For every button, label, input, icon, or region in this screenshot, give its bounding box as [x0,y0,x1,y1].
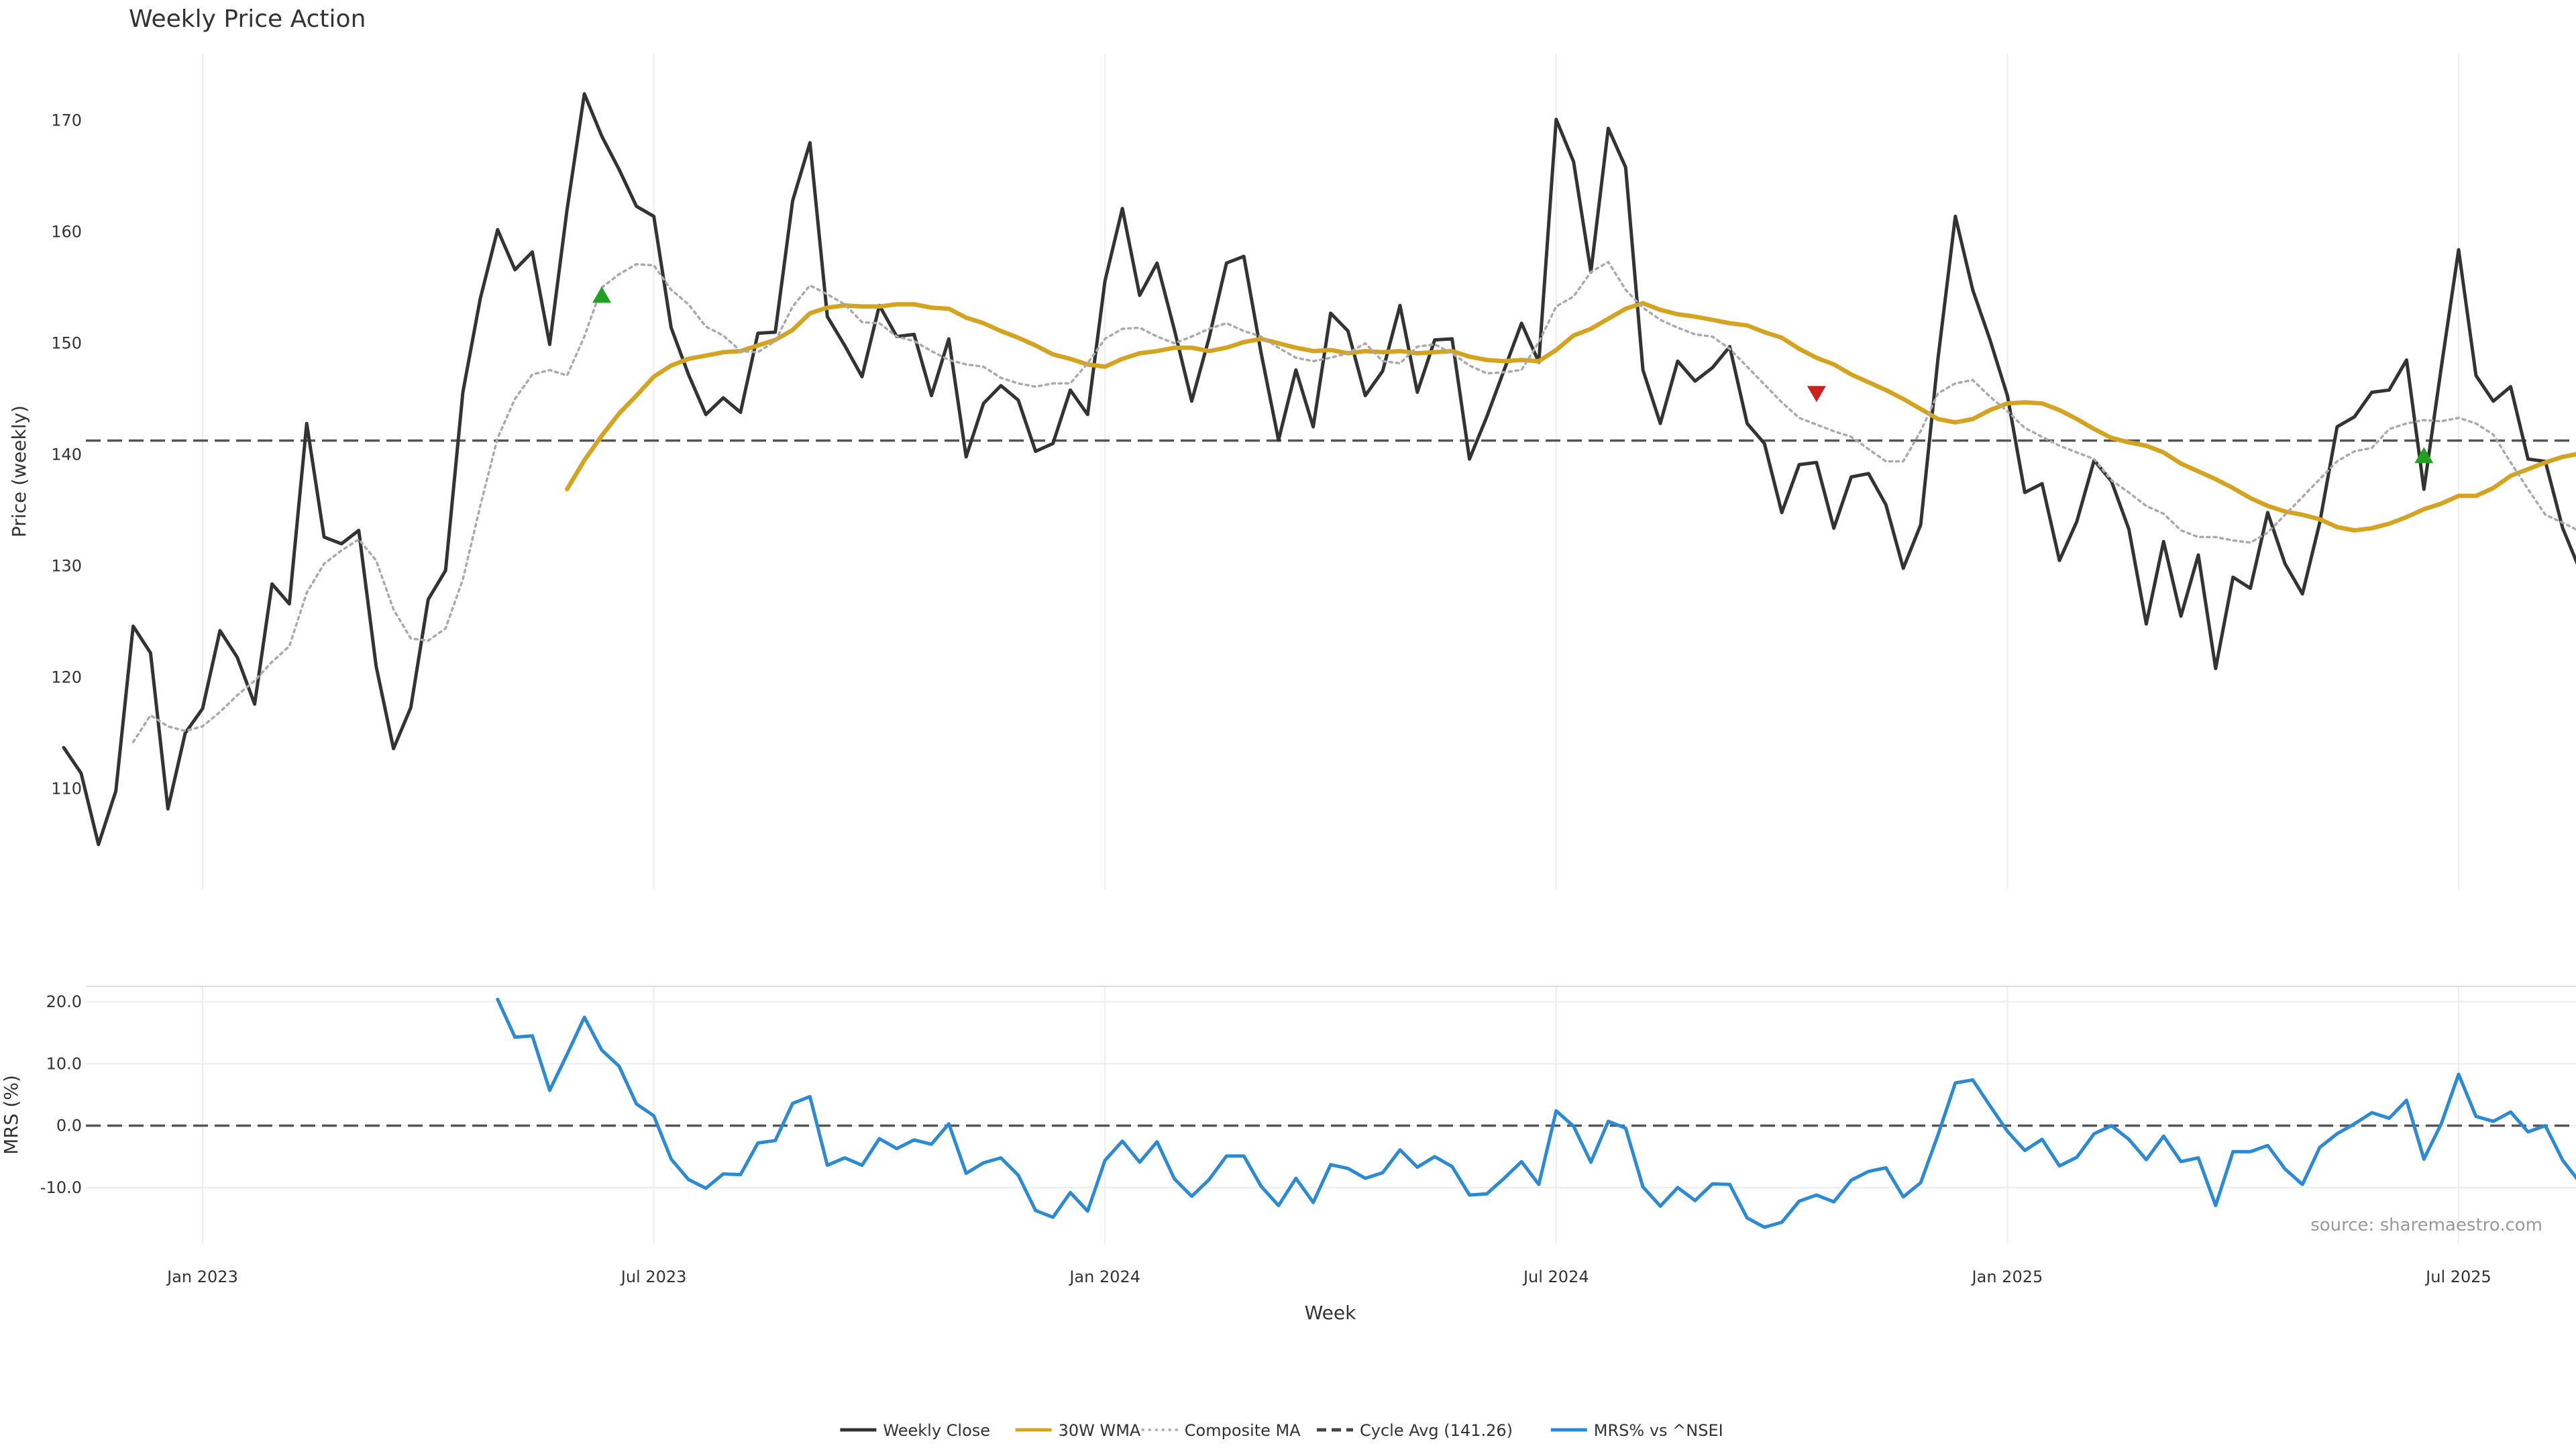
price-series-weekly-close [64,94,2576,845]
price-ytick-label: 120 [51,668,82,687]
x-tick-label: Jul 2024 [1522,1267,1589,1286]
legend: Weekly Close 30W WMA Composite MA Cycle Avg… [840,1421,1723,1440]
price-y-axis-title: Price (weekly) [8,405,30,537]
price-ytick-label: 110 [51,780,82,798]
x-tick-label: Jan 2023 [166,1267,238,1286]
mrs-panel: -10.0 0.0 10.0 20.0 MRS (%) Jan 2023 Jul 2023 J… [0,986,2576,1286]
x-tick-label: Jul 2025 [2424,1267,2491,1286]
price-ytick-label: 150 [51,334,82,353]
buy-signal-marker [592,287,611,303]
price-series-composite-ma [133,262,2576,742]
price-ytick-label: 130 [51,557,82,576]
source-note: source: sharemaestro.com [2310,1215,2542,1235]
mrs-ytick-label: -10.0 [40,1178,82,1197]
mrs-y-axis-title: MRS (%) [0,1075,22,1155]
chart-title: Weekly Price Action [129,5,366,33]
legend-label-weekly-close: Weekly Close [883,1421,990,1440]
legend-label-mrs-vs-nsei: MRS% vs ^NSEI [1594,1421,1723,1440]
mrs-ytick-label: 20.0 [46,992,82,1011]
price-series-30w-wma [567,303,2576,555]
mrs-series-mrs-vs-nsei [498,999,2576,1229]
mrs-ytick-label: 0.0 [56,1117,82,1135]
price-ytick-label: 140 [51,446,82,464]
x-tick-label: Jul 2023 [620,1267,687,1286]
legend-label-composite-ma: Composite MA [1185,1421,1301,1440]
legend-label-30w-wma: 30W WMA [1059,1421,1141,1440]
sell-signal-marker [1807,386,1826,402]
price-ytick-label: 160 [51,223,82,242]
legend-label-cycle-avg-141-26: Cycle Avg (141.26) [1360,1421,1513,1440]
price-ytick-label: 170 [51,111,82,130]
x-axis-title: Week [1305,1302,1356,1324]
mrs-ytick-label: 10.0 [46,1054,82,1073]
x-tick-label: Jan 2025 [1971,1267,2043,1286]
price-panel: 110 120 130 140 150 160 170 Price (weekly) [8,54,2576,889]
x-tick-label: Jan 2024 [1068,1267,1140,1286]
